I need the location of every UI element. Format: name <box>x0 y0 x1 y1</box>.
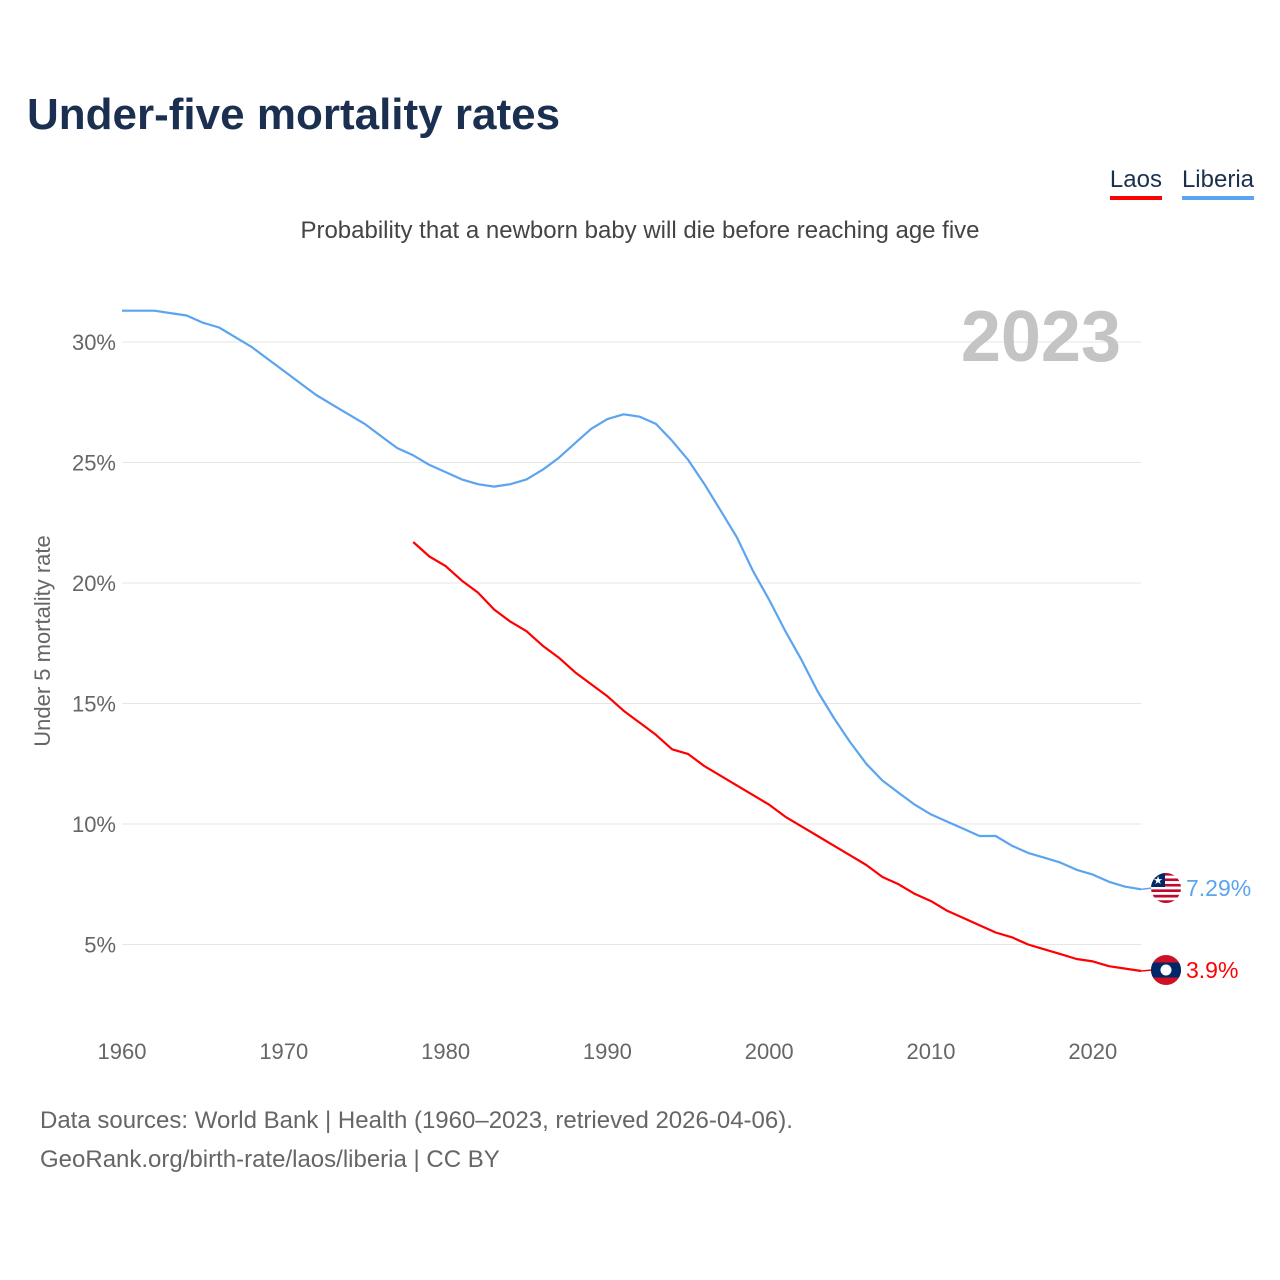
chart-subtitle: Probability that a newborn baby will die… <box>300 217 980 244</box>
y-tick-label: 25% <box>72 451 116 476</box>
end-value-label-laos: 3.9% <box>1186 957 1238 983</box>
y-tick-label: 15% <box>72 692 116 717</box>
x-tick-label: 2010 <box>907 1039 956 1064</box>
y-axis-label: Under 5 mortality rate <box>30 535 55 747</box>
source-line-1: Data sources: World Bank | Health (1960–… <box>40 1107 793 1134</box>
x-tick-label: 2020 <box>1068 1039 1117 1064</box>
laos-flag-icon <box>1151 955 1181 985</box>
legend-item-liberia[interactable]: Liberia <box>1181 166 1254 200</box>
x-tick-label: 2000 <box>745 1039 794 1064</box>
y-tick-label: 30% <box>72 330 116 355</box>
end-value-label-liberia: 7.29% <box>1186 875 1251 901</box>
chart-title: Under-five mortality rates <box>27 90 561 139</box>
legend-item-laos[interactable]: Laos <box>1109 166 1162 200</box>
legend: Laos Liberia <box>1109 166 1254 200</box>
liberia-flag-icon: ★ <box>1151 873 1181 903</box>
y-tick-label: 5% <box>84 933 116 958</box>
x-tick-label: 1990 <box>583 1039 632 1064</box>
svg-text:★: ★ <box>1153 875 1163 887</box>
series-line-liberia <box>122 309 1142 891</box>
source-line-2[interactable]: GeoRank.org/birth-rate/laos/liberia | CC… <box>40 1146 500 1173</box>
y-tick-label: 10% <box>72 812 116 837</box>
x-tick-label: 1980 <box>421 1039 470 1064</box>
year-label: 2023 <box>961 297 1121 377</box>
x-tick-label: 1970 <box>259 1039 308 1064</box>
x-tick-label: 1960 <box>98 1039 147 1064</box>
end-connector <box>1141 887 1153 891</box>
series-line-laos <box>412 541 1142 973</box>
end-connector <box>1141 969 1153 972</box>
y-tick-label: 20% <box>72 571 116 596</box>
